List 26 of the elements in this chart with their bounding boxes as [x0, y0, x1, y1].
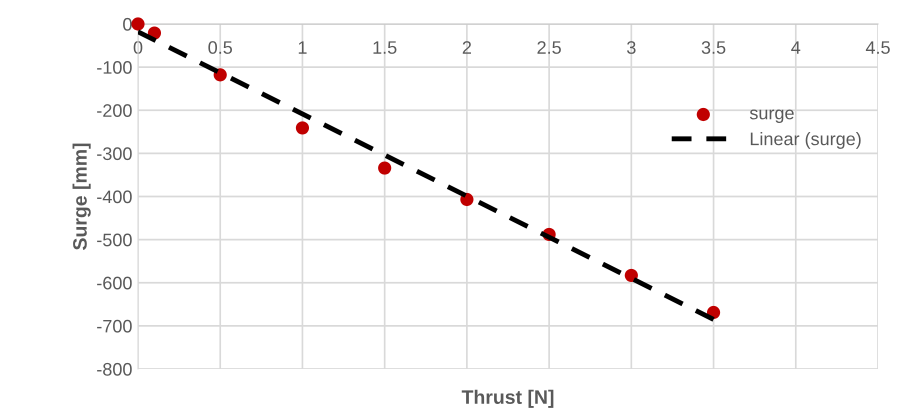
y-tick-label: -700 [97, 320, 132, 333]
x-tick-label: 2 [462, 41, 472, 54]
y-tick-label: -800 [97, 362, 132, 376]
point [624, 268, 638, 282]
point [131, 17, 145, 31]
x-tick-label: 3.5 [702, 41, 726, 54]
x-tick-label: 1.5 [373, 41, 396, 54]
y-tick-label: -300 [97, 147, 132, 160]
y-tick-label: -400 [97, 190, 132, 204]
y-tick-label: -500 [97, 234, 132, 246]
x-tick-label: 4 [791, 41, 800, 54]
x-tick-label: 0.5 [208, 41, 232, 54]
legend-label: Linear (surge) [750, 132, 861, 149]
y-axis-title: Surge [mm] [72, 144, 91, 250]
x-tick-label: 4.5 [866, 41, 890, 54]
x-tick-label: 2.5 [537, 41, 561, 54]
y-tick-label: -200 [97, 104, 132, 117]
y-tick-label: 0 [123, 18, 132, 31]
point [296, 121, 310, 135]
x-tick-label: 1 [298, 41, 307, 54]
x-tick-label: 3 [627, 41, 636, 54]
y-tick-label: -100 [97, 61, 132, 74]
point [378, 161, 392, 175]
x-axis-title: Thrust [N] [462, 390, 554, 408]
legend-label: surge [750, 110, 794, 123]
y-tick-label: -600 [97, 276, 132, 290]
